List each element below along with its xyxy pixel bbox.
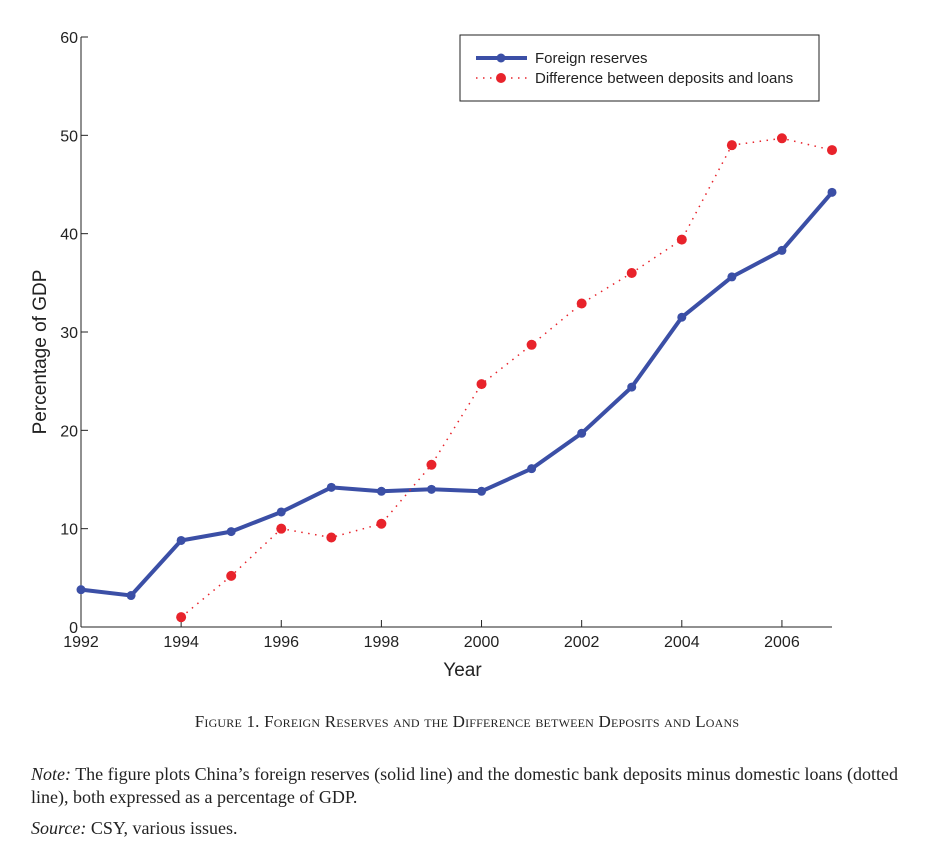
data-point-foreign-reserves (226, 527, 236, 537)
data-point-deposit-loan-difference (376, 518, 387, 529)
series-1 (176, 133, 837, 623)
data-point-foreign-reserves (477, 486, 487, 496)
x-tick-label: 2002 (564, 634, 600, 651)
line-chart: 0 10 20 30 40 50 60 1992 1994 1996 1998 2000 2002 200… (30, 30, 837, 681)
x-tick-label: 1994 (163, 634, 199, 651)
series-0 (76, 187, 837, 601)
data-point-deposit-loan-difference (226, 570, 237, 581)
y-tick-label: 30 (60, 325, 78, 342)
data-point-deposit-loan-difference (576, 298, 587, 309)
data-point-deposit-loan-difference (526, 339, 537, 350)
data-point-foreign-reserves (176, 535, 186, 545)
legend-swatch-marker (496, 73, 506, 83)
source-label: Source: (31, 818, 87, 838)
data-point-deposit-loan-difference (726, 140, 737, 151)
chart-legend: Foreign reserves Difference between depos… (459, 34, 820, 102)
data-point-deposit-loan-difference (776, 133, 787, 144)
y-tick-label: 0 (69, 620, 78, 637)
figure-source: Source: CSY, various issues. (31, 818, 911, 839)
x-tick-label: 1992 (63, 634, 99, 651)
data-point-foreign-reserves (577, 428, 587, 438)
y-tick-label: 40 (60, 227, 78, 244)
data-point-deposit-loan-difference (827, 145, 837, 156)
data-point-foreign-reserves (426, 484, 436, 494)
note-text: The figure plots China’s foreign reserve… (31, 764, 899, 807)
data-point-foreign-reserves (76, 585, 86, 595)
x-tick-label: 1996 (263, 634, 299, 651)
data-point-foreign-reserves (126, 591, 136, 601)
figure-caption: Figure 1. Foreign Reserves and the Diffe… (0, 712, 934, 732)
data-point-deposit-loan-difference (626, 268, 637, 278)
y-axis-label: Percentage of GDP (30, 270, 51, 435)
legend-swatch-marker (496, 53, 506, 63)
data-point-foreign-reserves (276, 507, 286, 517)
figure-note: Note: The figure plots China’s foreign r… (31, 763, 911, 809)
data-point-foreign-reserves (326, 482, 336, 492)
series-line-deposit-loan-difference (180, 137, 833, 618)
data-point-foreign-reserves (677, 312, 687, 322)
figure-title: Foreign Reserves and the Difference betw… (264, 712, 740, 731)
data-point-foreign-reserves (777, 245, 787, 255)
source-text: CSY, various issues. (90, 818, 238, 838)
data-point-deposit-loan-difference (476, 379, 487, 390)
data-point-deposit-loan-difference (276, 523, 287, 534)
series-line-foreign-reserves (80, 191, 834, 598)
x-tick-label: 2006 (764, 634, 800, 651)
legend-label: Foreign reserves (535, 50, 648, 67)
y-tick-label: 20 (60, 423, 78, 440)
chart-ticks: 0 10 20 30 40 50 60 1992 1994 1996 1998 2000 2002 200… (60, 30, 800, 651)
figure-label: Figure 1. (194, 712, 260, 731)
data-point-deposit-loan-difference (676, 234, 687, 245)
data-point-foreign-reserves (827, 187, 837, 197)
data-point-foreign-reserves (727, 272, 737, 282)
data-point-deposit-loan-difference (176, 612, 187, 623)
x-tick-label: 2000 (464, 634, 500, 651)
data-point-deposit-loan-difference (326, 532, 337, 543)
y-tick-label: 50 (60, 128, 78, 145)
note-label: Note: (31, 764, 71, 784)
y-tick-label: 60 (60, 30, 78, 47)
data-point-deposit-loan-difference (426, 459, 437, 470)
y-tick-label: 10 (60, 522, 78, 539)
data-point-foreign-reserves (627, 382, 637, 392)
data-point-foreign-reserves (376, 486, 386, 496)
x-tick-label: 1998 (364, 634, 400, 651)
legend-label: Difference between deposits and loans (535, 70, 793, 87)
x-axis-label: Year (443, 660, 482, 681)
chart-series (76, 133, 837, 623)
legend-box (459, 34, 820, 102)
x-tick-label: 2004 (664, 634, 700, 651)
data-point-foreign-reserves (527, 464, 537, 474)
